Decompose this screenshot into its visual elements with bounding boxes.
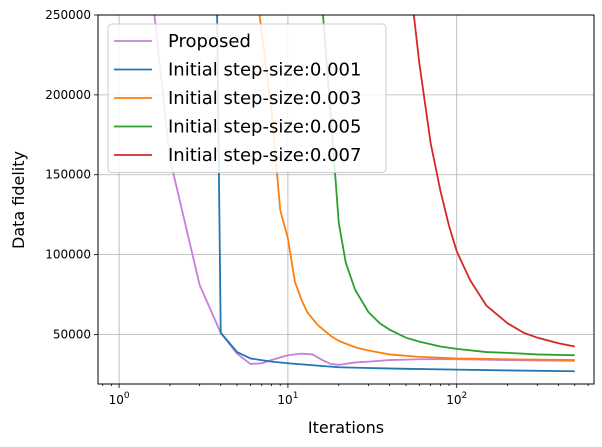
y-tick-label: 50000 xyxy=(53,327,91,341)
axis-ticks: 100 101 102 50000 100000 150000 200000 250000 xyxy=(45,8,589,407)
x-tick-label: 100 xyxy=(109,391,130,407)
legend-box xyxy=(107,23,387,173)
x-axis-label: Iterations xyxy=(308,418,384,437)
series-line-2 xyxy=(258,15,575,361)
series-line-1 xyxy=(216,15,575,373)
x-tick-label: 102 xyxy=(446,391,467,407)
legend-label-0: Proposed xyxy=(168,31,251,52)
y-tick-label: 200000 xyxy=(45,88,91,102)
y-axis-label: Data fidelity xyxy=(9,151,28,249)
series-lines xyxy=(153,15,575,373)
y-tick-label: 150000 xyxy=(45,168,91,182)
legend-label-2: Initial step-size:0.003 xyxy=(168,88,361,109)
legend-label-4: Initial step-size:0.007 xyxy=(168,145,361,166)
x-tick-label: 101 xyxy=(277,391,298,407)
legend-label-3: Initial step-size:0.005 xyxy=(168,117,361,138)
legend-label-1: Initial step-size:0.001 xyxy=(168,60,361,81)
series-line-4 xyxy=(412,15,575,348)
series-line-3 xyxy=(322,15,575,357)
legend: Proposed Initial step-size:0.001 Initial s… xyxy=(107,23,387,173)
y-tick-label: 100000 xyxy=(45,248,91,262)
plot-frame xyxy=(97,14,595,385)
y-tick-label: 250000 xyxy=(45,8,91,22)
